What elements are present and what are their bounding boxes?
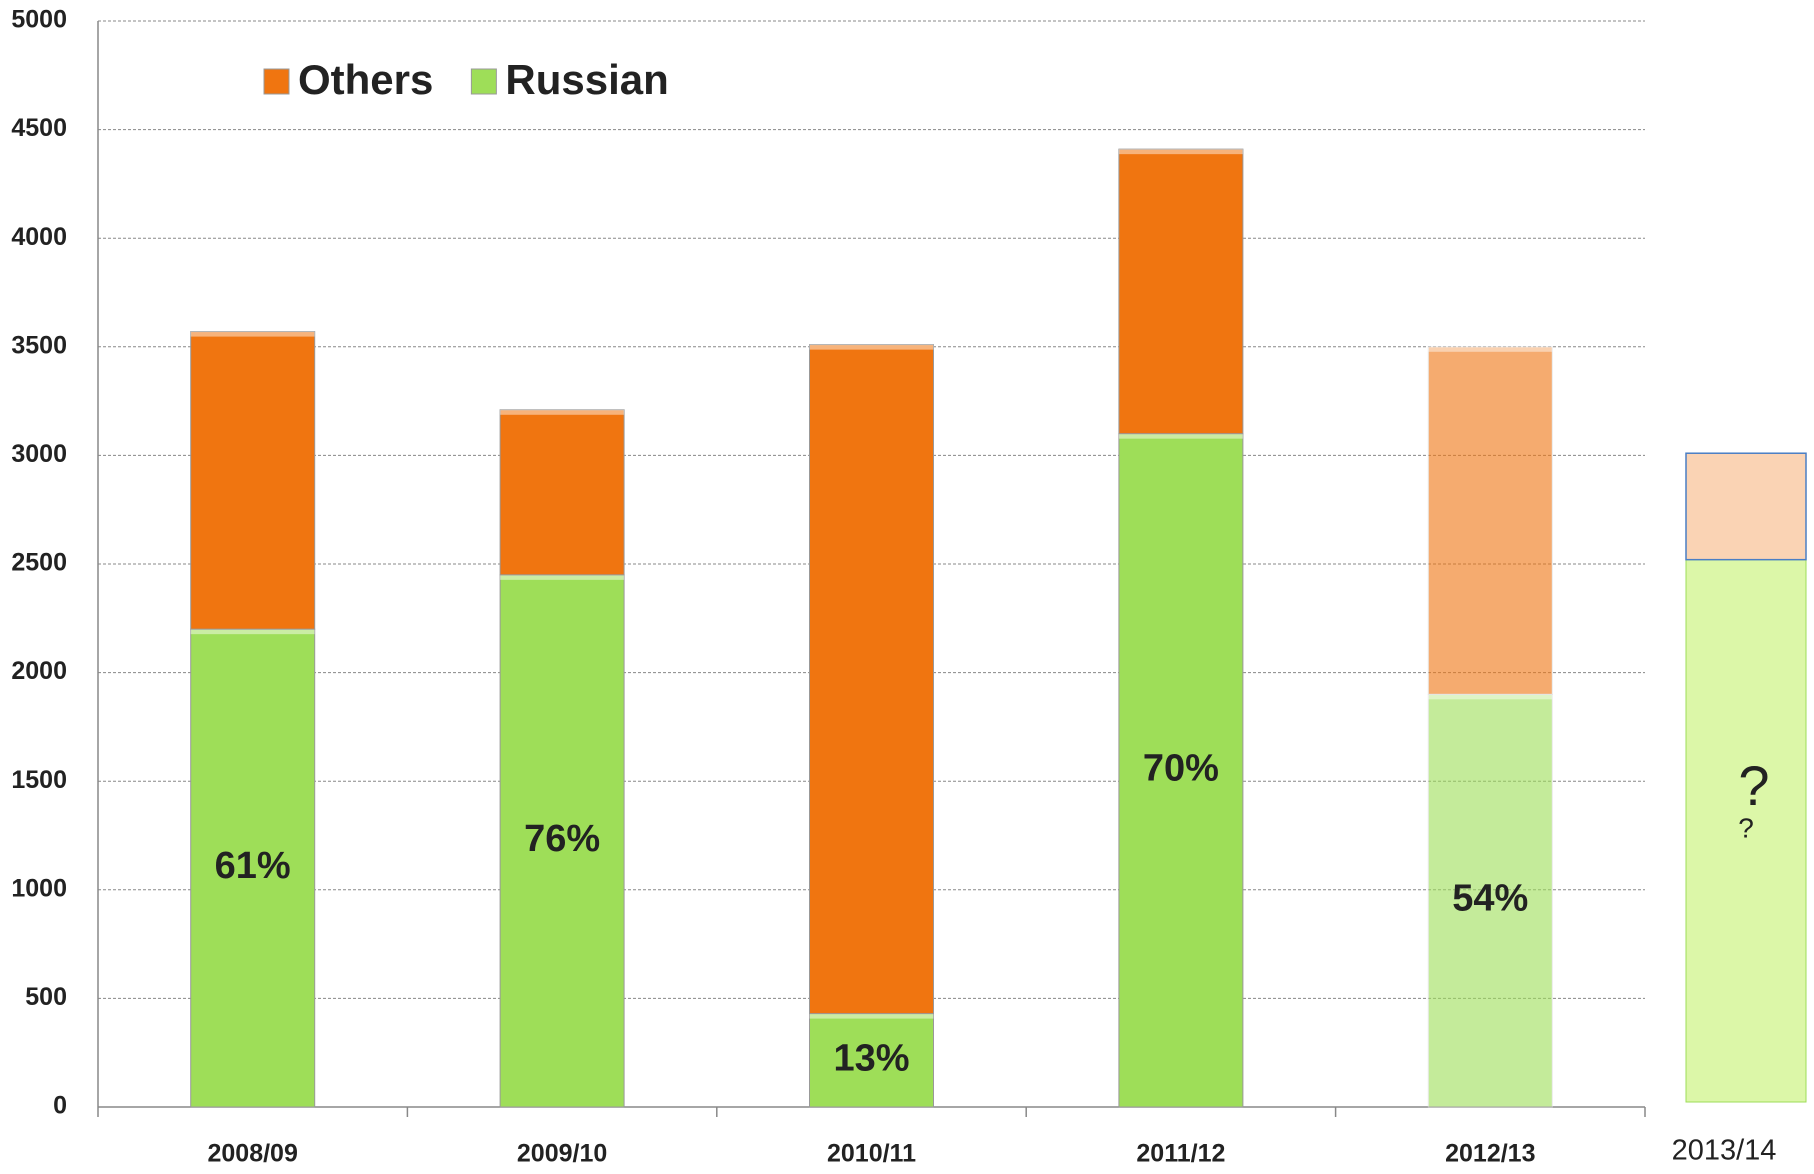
x-tick-label: 2008/09 [208,1140,298,1168]
x-tick-label: 2010/11 [827,1140,916,1168]
data-label: 13% [833,1037,909,1079]
bar-highlight [500,409,625,415]
bar-highlight [809,1013,934,1019]
y-tick-label: 3000 [11,440,67,468]
bar-highlight [1118,149,1243,155]
data-label: 76% [524,818,600,860]
y-tick-label: 1000 [11,874,67,902]
data-label: 61% [215,845,291,887]
legend-swatch [470,68,497,95]
bar-segment [809,1013,934,1108]
y-tick-label: 4000 [11,223,67,251]
bar-highlight [1428,694,1553,700]
projection-faint-question: ? [1738,812,1754,843]
bar-highlight [1428,346,1553,352]
bar-segment [1427,346,1553,695]
y-tick-label: 0 [53,1092,67,1120]
x-tick-label: 2009/10 [517,1140,607,1168]
bar-segment [809,344,934,1015]
bar-segment [190,628,316,1108]
bar-highlight [809,344,934,350]
data-label: 70% [1143,747,1219,789]
y-tick-label: 500 [25,983,67,1011]
legend-label: Russian [505,56,668,103]
projection-russian [1685,559,1807,1103]
legend-swatch [263,68,290,95]
bar-highlight [190,331,315,337]
y-tick-label: 2500 [11,549,67,577]
data-label: 54% [1452,878,1528,920]
legend-label: Others [298,56,433,103]
bar-segment [1118,148,1244,435]
bar-segment [499,574,625,1108]
projection-others [1685,452,1807,561]
projection-question: ? [1738,754,1769,817]
bar-highlight [190,629,315,635]
projection-category: 2013/14 [1672,1135,1777,1167]
bar-segment [1427,693,1553,1108]
x-tick-label: 2012/13 [1445,1140,1535,1168]
y-tick-label: 4500 [11,114,67,142]
bar-segment [190,331,316,630]
bar-segment [1118,433,1244,1108]
y-tick-label: 3500 [11,331,67,359]
y-tick-label: 2000 [11,657,67,685]
x-tick-label: 2011/12 [1136,1140,1225,1168]
bar-segment [499,409,625,576]
y-tick-label: 5000 [11,6,67,34]
bar-highlight [1118,433,1243,439]
y-tick-label: 1500 [11,766,67,794]
bar-highlight [500,574,625,580]
